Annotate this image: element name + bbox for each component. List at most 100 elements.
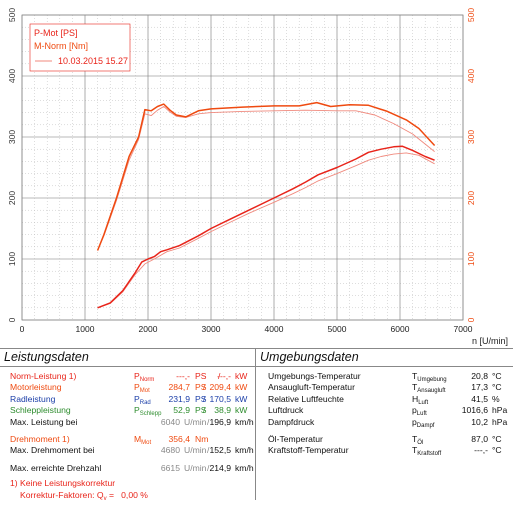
val-toel: 87,0 (471, 433, 488, 444)
footnote-korrektur-faktoren: Korrektur-Faktoren: Qv = 0,00 % (20, 489, 148, 502)
row-radleistung: Radleistung PRad 231,9 PS / 170,5 kW (0, 393, 255, 406)
label-max-drehmoment: Max. Drehmoment bei (10, 445, 95, 456)
y-left-tick-label: 400 (7, 69, 17, 83)
row-schleppleistung: Schleppleistung PSchlepp 52,9 PS / 38,9 … (0, 405, 255, 417)
legend-entry-date: 10.03.2015 15.27 (58, 56, 128, 66)
sym-pluft: pLuft (412, 405, 427, 418)
x-axis-ticks: 0 1000 2000 3000 4000 5000 6000 7000 (20, 324, 473, 334)
label-luftdruck: Luftdruck (268, 405, 304, 416)
sym-pdampf: pDampf (412, 416, 435, 429)
y-right-tick-label: 500 (466, 8, 476, 22)
dyno-chart: 0 100 200 300 400 500 0 100 200 300 400 500 0 1000 2… (7, 8, 508, 346)
label-drehmoment: Drehmoment 1) (10, 433, 70, 444)
unit-ps: PS (195, 393, 207, 404)
val-max-drehmoment-rpm: 4680 (160, 445, 180, 456)
val-pschlepp-ps: 52,9 (173, 405, 190, 416)
label-max-leistung: Max. Leistung bei (10, 416, 78, 427)
unit-kw: kW (235, 382, 248, 393)
row-norm-leistung: Norm-Leistung 1) PNorm ---,- PS / ---,- … (0, 371, 255, 383)
unit-hpa: hPa (492, 416, 508, 427)
series-mnorm-line (96, 101, 436, 251)
val-prad-ps: 231,9 (168, 393, 190, 404)
label-relative-luftfeuchte: Relative Luftfeuchte (268, 393, 344, 404)
label-max-drehzahl: Max. erreichte Drehzahl (10, 462, 102, 473)
row-max-drehmoment-bei: Max. Drehmoment bei 4680 U/min / 152,5 k… (0, 445, 255, 456)
sym-pschlepp: PSchlepp (134, 405, 162, 418)
x-tick-label: 2000 (139, 324, 158, 334)
leistungsdaten-panel: Leistungsdaten Norm-Leistung 1) PNorm --… (0, 349, 255, 502)
val-max-leistung-rpm: 6040 (160, 416, 180, 427)
unit-ps: PS (195, 382, 207, 393)
val-max-drehzahl-kmh: 214,9 (209, 462, 231, 473)
label-motorleistung: Motorleistung (10, 382, 62, 393)
unit-umin: U/min (184, 416, 207, 427)
series-layer (96, 101, 436, 309)
val-mmot: 356,4 (168, 433, 190, 444)
unit-kw: kW (235, 371, 248, 381)
y-left-tick-label: 300 (7, 130, 17, 144)
row-ansaugluft-temperatur: Ansaugluft-Temperatur TAnsaugluft 17,3 °… (256, 382, 513, 394)
val-tkraftstoff: ---,- (474, 445, 488, 456)
val-pnorm-ps: ---,- (176, 371, 190, 381)
legend-entry-mnorm: M-Norm [Nm] (34, 41, 88, 51)
label-norm-leistung: Norm-Leistung 1) (10, 371, 77, 381)
unit-c: °C (492, 445, 502, 456)
sep: / (207, 462, 210, 473)
y-axis-right-ticks: 0 100 200 300 400 500 (466, 8, 476, 323)
sep: / (203, 405, 206, 416)
y-right-tick-label: 200 (466, 191, 476, 205)
legend-entry-pmot: P-Mot [PS] (34, 28, 78, 38)
unit-ps: PS (195, 405, 207, 416)
sym-tumgebung: TUmgebung (412, 371, 447, 383)
unit-kw: kW (235, 393, 248, 404)
label-radleistung: Radleistung (10, 393, 56, 404)
val-prad-kw: 170,5 (209, 393, 231, 404)
footnote-1: 1) Keine Leistungskorrektur (0, 478, 255, 489)
label-dampfdruck: Dampfdruck (268, 416, 315, 427)
umgebungsdaten-title: Umgebungsdaten (256, 349, 513, 367)
leistungsdaten-title: Leistungsdaten (0, 349, 255, 367)
val-pmot-ps: 284,7 (168, 382, 190, 393)
y-right-tick-label: 100 (466, 252, 476, 266)
sym-tkraftstoff: TKraftstoff (412, 445, 442, 458)
val-pmot-kw: 209,4 (209, 382, 231, 393)
umgebungsdaten-panel: Umgebungsdaten Umgebungs-Temperatur TUmg… (256, 349, 513, 500)
x-tick-label: 4000 (265, 324, 284, 334)
panel-divider (255, 349, 256, 500)
unit-c: °C (492, 382, 502, 393)
unit-c: °C (492, 371, 502, 381)
row-max-drehzahl: Max. erreichte Drehzahl 6615 U/min / 214… (0, 463, 255, 474)
y-right-tick-label: 300 (466, 130, 476, 144)
y-right-tick-label: 400 (466, 69, 476, 83)
y-left-tick-label: 200 (7, 191, 17, 205)
footnote-2: Korrektur-Faktoren: Qv = 0,00 % (0, 490, 255, 502)
row-dampfdruck: Dampfdruck pDampf 10,2 hPa (256, 416, 513, 429)
y-left-tick-label: 0 (7, 317, 17, 322)
sym-mmot: MMot (134, 433, 152, 446)
row-kraftstoff-temperatur: Kraftstoff-Temperatur TKraftstoff ---,- … (256, 445, 513, 457)
panels-top-border (0, 348, 513, 349)
x-tick-label: 6000 (391, 324, 410, 334)
val-pschlepp-kw: 38,9 (214, 405, 231, 416)
label-ansaugluft-temperatur: Ansaugluft-Temperatur (268, 382, 355, 393)
x-tick-label: 0 (20, 324, 25, 334)
label-kraftstoff-temperatur: Kraftstoff-Temperatur (268, 445, 349, 456)
unit-kmh: km/h (235, 462, 254, 473)
row-relative-luftfeuchte: Relative Luftfeuchte HLuft 41,5 % (256, 393, 513, 406)
x-axis-label: n [U/min] (472, 336, 508, 346)
x-tick-label: 7000 (454, 324, 473, 334)
sep: / (203, 382, 206, 393)
row-max-leistung-bei: Max. Leistung bei 6040 U/min / 196,9 km/… (0, 417, 255, 428)
sep: / (203, 393, 206, 404)
val-tumgebung: 20,8 (471, 371, 488, 381)
unit-ps: PS (195, 371, 207, 381)
row-drehmoment: Drehmoment 1) MMot 356,4 Nm (0, 433, 255, 446)
val-max-drehmoment-kmh: 152,5 (209, 445, 231, 456)
unit-percent: % (492, 393, 500, 404)
sep: / (207, 445, 210, 456)
unit-hpa: hPa (492, 405, 508, 416)
label-oel-temperatur: Öl-Temperatur (268, 433, 323, 444)
sym-toel: TÖl (412, 433, 424, 446)
val-tansaugluft: 17,3 (471, 382, 488, 393)
unit-kmh: km/h (235, 416, 254, 427)
